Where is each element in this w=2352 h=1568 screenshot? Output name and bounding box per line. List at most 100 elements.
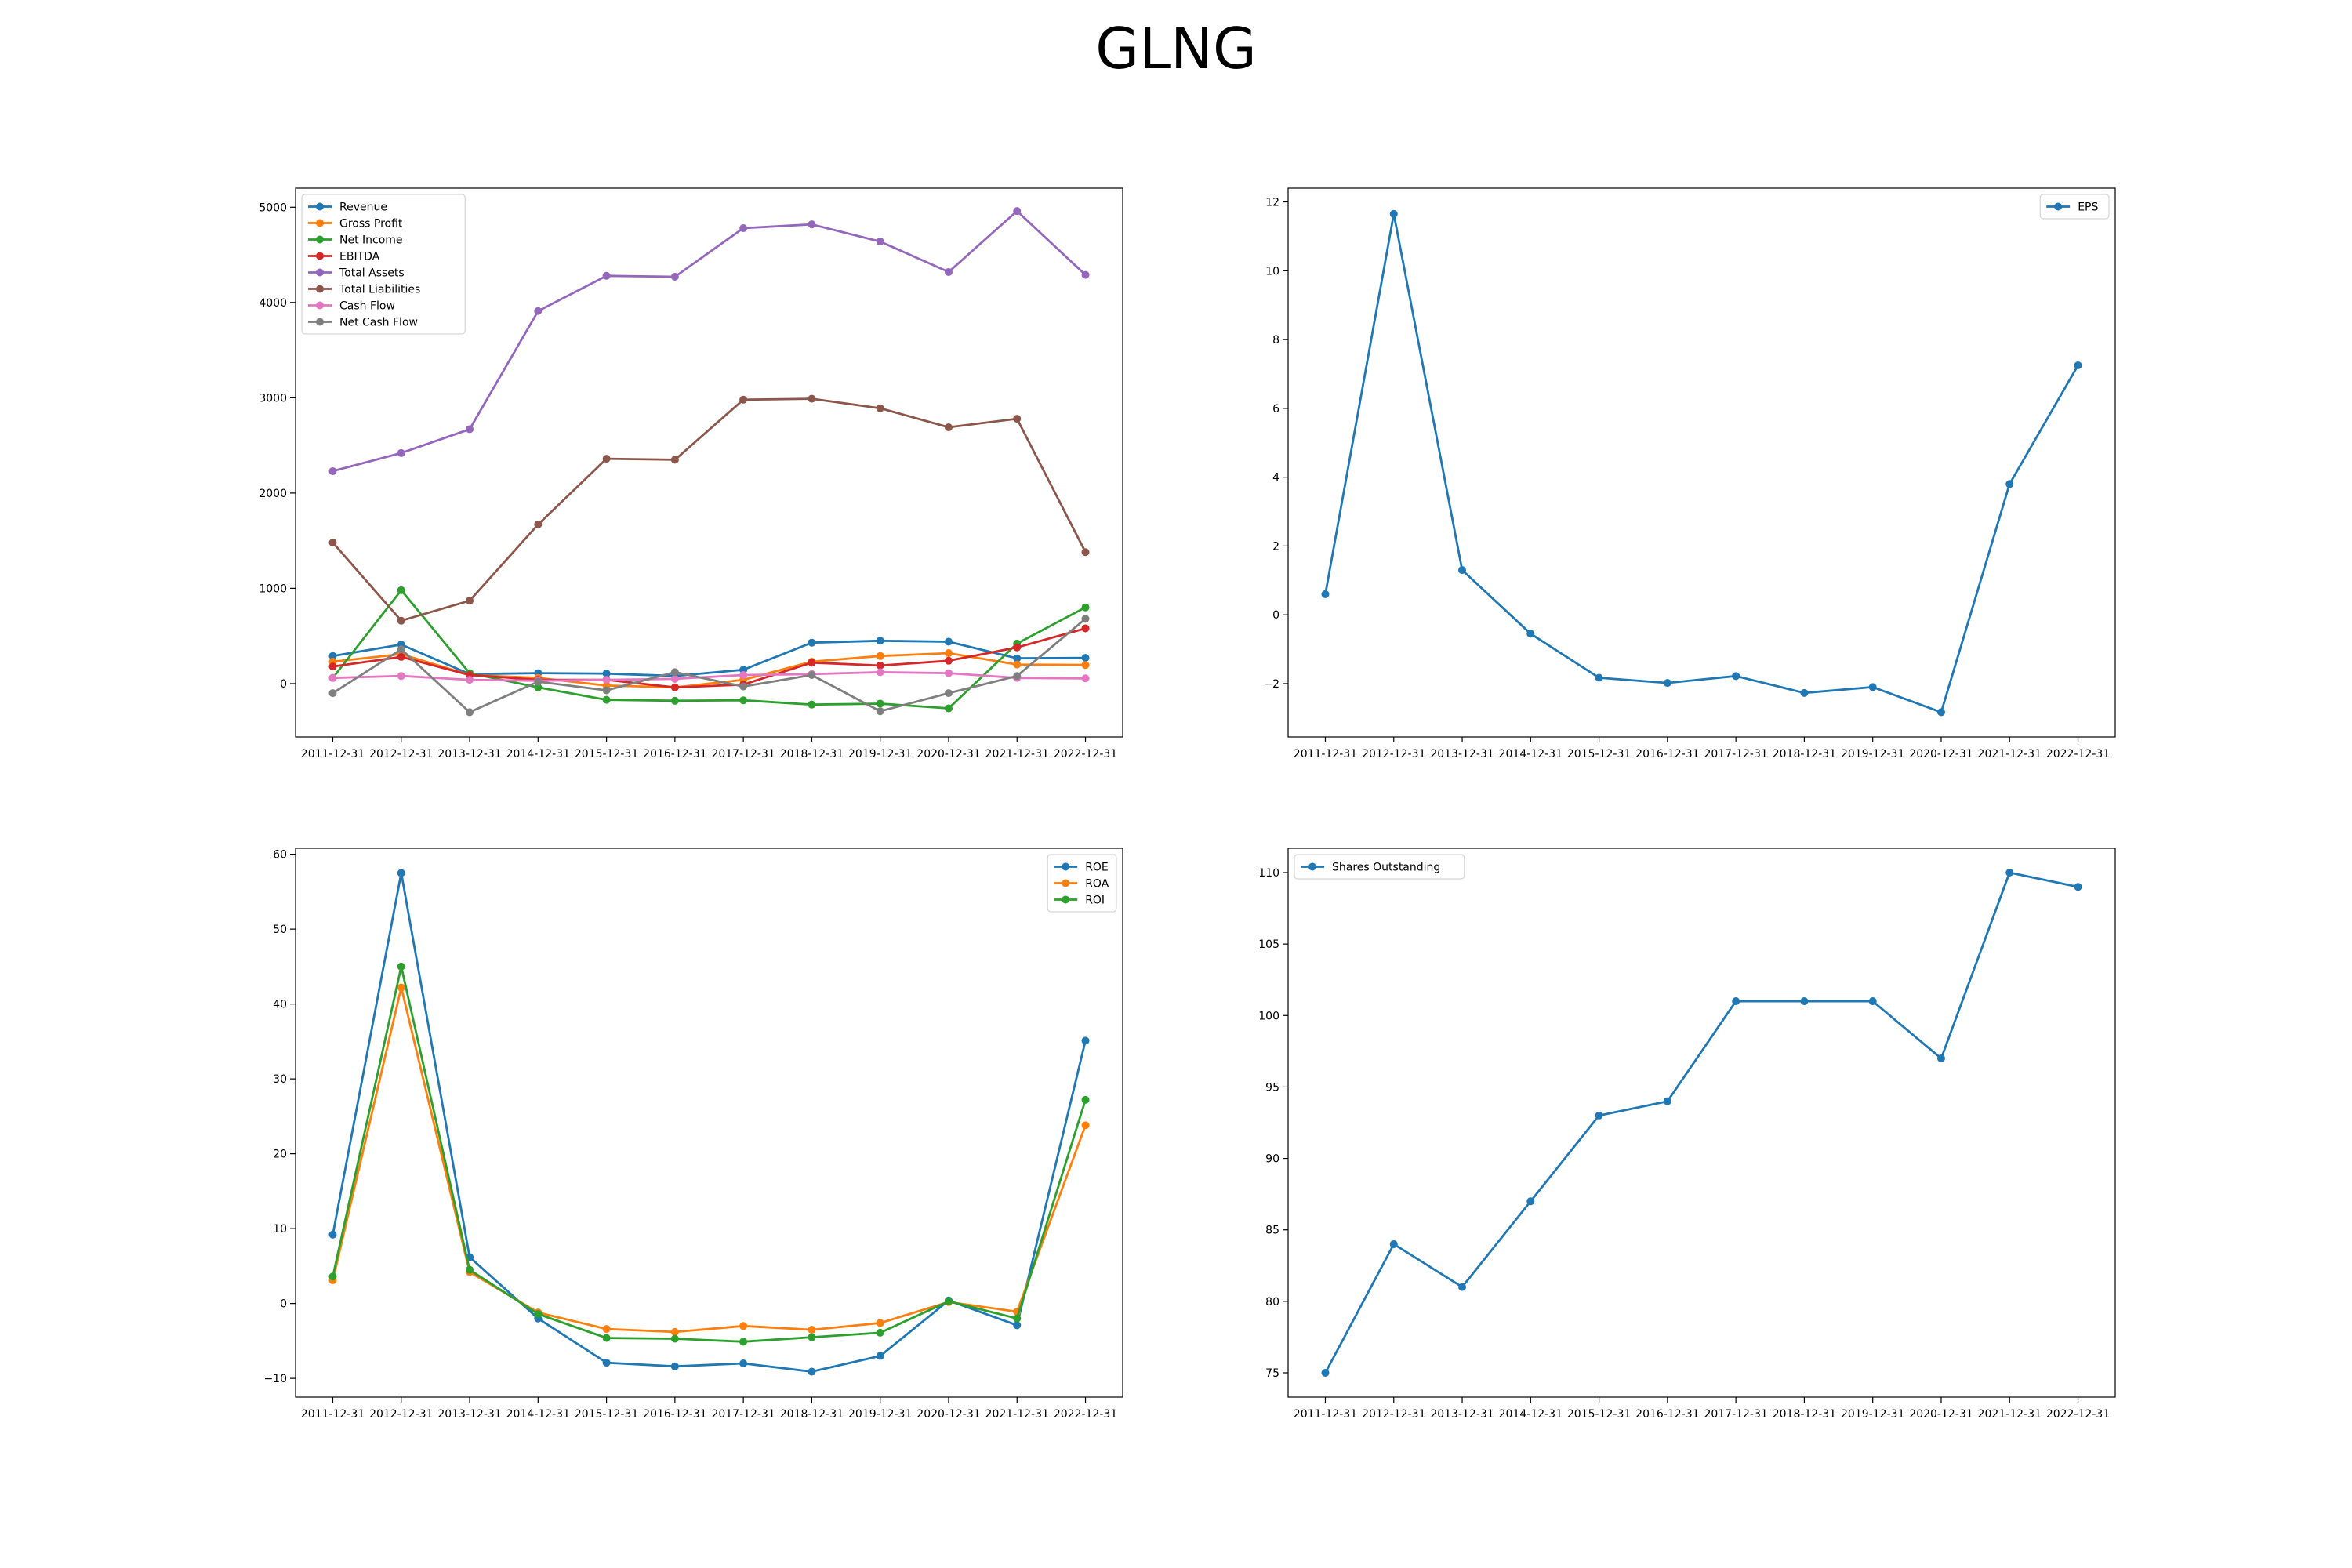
series-eps — [1321, 209, 2082, 717]
data-point — [1013, 207, 1022, 216]
data-point — [944, 649, 953, 658]
data-point — [602, 271, 611, 280]
legend: Revenue Gross Profit Net Income EBITDA Total… — [301, 194, 466, 335]
data-point — [670, 1327, 679, 1336]
legend-marker — [316, 268, 324, 277]
x-tick-label: 2021-12-31 — [985, 748, 1049, 760]
data-point — [1013, 660, 1022, 669]
y-tick-label: 20 — [273, 1149, 287, 1161]
legend-label: Net Income — [339, 234, 403, 247]
data-point — [670, 668, 679, 677]
data-point — [328, 1272, 337, 1281]
y-tick-label: 12 — [1265, 197, 1279, 209]
data-point — [1663, 1097, 1671, 1105]
data-point — [2074, 883, 2082, 891]
axes-frame — [295, 848, 1123, 1398]
legend-label: Cash Flow — [339, 300, 395, 313]
x-tick-label: 2011-12-31 — [1294, 1408, 1357, 1421]
data-point — [808, 1367, 816, 1376]
series-total-assets — [328, 207, 1090, 475]
y-tick-label: 0 — [280, 1298, 287, 1311]
y-tick-label: 2 — [1272, 540, 1279, 553]
x-tick-label: 2012-12-31 — [1362, 748, 1425, 760]
x-tick-label: 2012-12-31 — [369, 1408, 433, 1421]
data-point — [328, 652, 337, 660]
data-point — [876, 238, 884, 246]
x-tick-label: 2014-12-31 — [1499, 748, 1563, 760]
legend-item-revenue: Revenue — [308, 201, 387, 214]
data-point — [944, 423, 953, 432]
x-tick-label: 2018-12-31 — [1773, 1408, 1836, 1421]
data-point — [1013, 643, 1022, 652]
legend-item-total-assets: Total Assets — [308, 267, 405, 280]
data-point — [534, 520, 543, 528]
x-tick-label: 2020-12-31 — [916, 1408, 980, 1421]
legend-item-total-liabilities: Total Liabilities — [308, 284, 420, 296]
y-tick-label: 90 — [1265, 1153, 1279, 1166]
data-point — [534, 1309, 543, 1318]
legend-label: ROE — [1085, 862, 1109, 874]
y-tick-label: 50 — [273, 924, 287, 936]
data-point — [670, 273, 679, 281]
data-point — [397, 616, 405, 625]
data-point — [1732, 672, 1740, 681]
data-point — [466, 708, 474, 717]
series-line — [1324, 871, 2078, 1374]
data-point — [876, 668, 884, 677]
data-point — [1868, 997, 1877, 1006]
y-tick-label: 5000 — [259, 201, 287, 214]
data-point — [602, 676, 611, 684]
data-point — [534, 677, 543, 686]
data-point — [1458, 1283, 1467, 1291]
data-point — [944, 637, 953, 646]
y-tick-label: −10 — [263, 1373, 287, 1385]
x-tick-label: 2015-12-31 — [575, 1408, 638, 1421]
legend-marker — [316, 219, 324, 227]
x-tick-label: 2020-12-31 — [916, 748, 980, 760]
chart-returns: 2011-12-31 2012-12-31 2013-12-31 2014-12-31… — [263, 848, 1123, 1421]
data-point — [602, 455, 611, 463]
x-tick-label: 2018-12-31 — [780, 1408, 844, 1421]
y-tick-label: 1000 — [259, 583, 287, 595]
data-point — [739, 671, 748, 680]
data-point — [328, 466, 337, 475]
legend-label: EBITDA — [339, 251, 380, 263]
x-tick-label: 2019-12-31 — [848, 1408, 912, 1421]
data-point — [1936, 1054, 1945, 1062]
data-point — [397, 645, 405, 654]
series-line — [332, 397, 1087, 622]
legend-item-shares-outstanding: Shares Outstanding — [1301, 862, 1440, 874]
data-point — [1732, 997, 1740, 1006]
x-tick-label: 2021-12-31 — [985, 1408, 1049, 1421]
legend-item-roa: ROA — [1054, 878, 1109, 891]
series-line — [332, 965, 1087, 1343]
data-point — [466, 676, 474, 684]
data-point — [944, 656, 953, 665]
y-tick-label: 8 — [1272, 334, 1279, 347]
legend-item-cash-flow: Cash Flow — [308, 300, 395, 313]
data-point — [602, 686, 611, 695]
axes-frame — [295, 187, 1123, 738]
legend-item-roi: ROI — [1054, 895, 1105, 907]
y-tick-label: 40 — [273, 999, 287, 1011]
data-point — [739, 682, 748, 691]
x-tick-label: 2016-12-31 — [643, 1408, 706, 1421]
x-tick-label: 2013-12-31 — [437, 1408, 501, 1421]
data-point — [397, 586, 405, 594]
chart-financials: 2011-12-31 2012-12-31 2013-12-31 2014-12-31… — [259, 187, 1123, 760]
y-tick-label: 4000 — [259, 297, 287, 310]
data-point — [602, 1325, 611, 1334]
y-tick-label: 10 — [1265, 265, 1279, 278]
data-point — [1081, 603, 1090, 612]
data-point — [1663, 679, 1671, 688]
legend: ROE ROA ROI — [1047, 854, 1117, 913]
series-line — [332, 872, 1087, 1373]
x-tick-label: 2015-12-31 — [575, 748, 638, 760]
y-tick-label: 105 — [1258, 938, 1279, 951]
y-tick-label: 60 — [273, 849, 287, 862]
series-roi — [328, 962, 1090, 1346]
x-tick-label: 2016-12-31 — [1635, 1408, 1699, 1421]
data-point — [1013, 654, 1022, 662]
series-line — [1324, 212, 2079, 713]
data-point — [328, 689, 337, 698]
